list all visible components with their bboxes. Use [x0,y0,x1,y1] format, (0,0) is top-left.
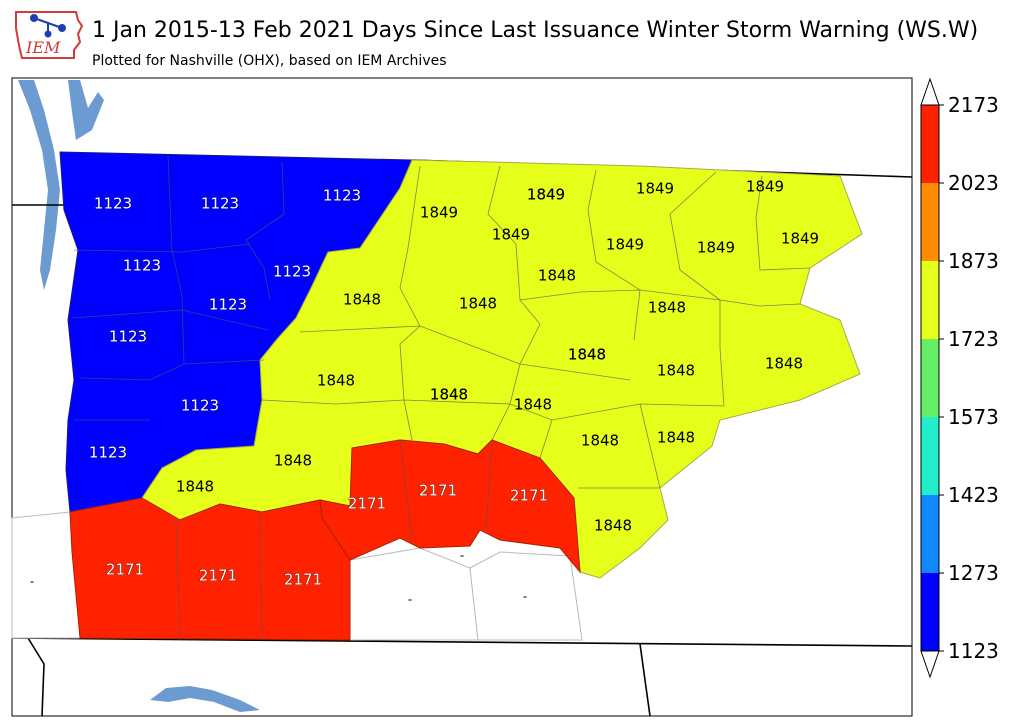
colorbar-bin [921,573,939,651]
county-value-label: 1849 [420,204,458,222]
county-value-label: 1849 [746,178,784,196]
county-value-label: 1123 [109,328,147,346]
county-value-label: 1849 [492,226,530,244]
colorbar-bin [921,339,939,417]
county-value-label: 1848 [568,346,606,364]
county-boundaries [71,155,811,641]
county-value-label: 1849 [527,186,565,204]
colorbar-tick-label: 1723 [948,327,999,351]
colorbar-bin [921,183,939,261]
county-value-label: 1848 [765,355,803,373]
colorbar-tick-label: 1273 [948,561,999,585]
county-value-label: 1848 [657,429,695,447]
county-value-label: 1848 [648,299,686,317]
county-value-label: 2171 [284,571,322,589]
colorbar-bin [921,105,939,183]
colorbar-tick-label: 1573 [948,405,999,429]
colorbar-tick-label: 1873 [948,249,999,273]
county-label-missing: - [408,593,412,607]
logo-text: IEM [25,38,61,57]
county-value-label: 2171 [419,482,457,500]
county-value-label: 1123 [273,263,311,281]
county-value-label: 1848 [657,362,695,380]
colorbar-bin [921,417,939,495]
county-value-label: 1848 [430,386,468,404]
neighbor-area [11,511,583,641]
county-value-label: 1123 [94,195,132,213]
county-value-label: 2171 [199,567,237,585]
county-value-label: 2171 [348,495,386,513]
river-features [18,80,260,712]
county-value-label: 1848 [317,372,355,390]
colorbar-bin [921,495,939,573]
county-label-missing: - [523,590,527,604]
county-value-label: 1849 [781,230,819,248]
region-red-west [69,497,351,641]
county-value-label: 1849 [527,186,565,204]
county-value-label: 1848 [581,432,619,450]
colorbar-top-extension [920,77,940,106]
county-value-label: 1848 [343,291,381,309]
county-value-label: 1123 [323,187,361,205]
colorbar-tick-label: 1423 [948,483,999,507]
river-west [18,80,60,290]
county-value-label: 1848 [176,478,214,496]
colorbar-tick-label: 1123 [948,639,999,663]
county-value-label: 1848 [514,396,552,414]
map-subtitle: Plotted for Nashville (OHX), based on IE… [92,53,447,69]
county-value-label: 1123 [89,444,127,462]
county-label-missing: - [30,575,34,589]
county-value-label: 2171 [106,561,144,579]
county-value-label: 1848 [538,267,576,285]
map-title: 1 Jan 2015-13 Feb 2021 Days Since Last I… [92,18,979,43]
county-value-label: 1848 [568,346,606,364]
county-value-label: 1849 [697,239,735,257]
county-value-label: 1123 [209,296,247,314]
river-west-branch [68,80,104,140]
county-value-label: 1123 [201,195,239,213]
colorbar-bin [921,261,939,339]
weather-station-icon [30,14,66,38]
county-label-missing: - [460,549,464,563]
colorbar [920,77,944,679]
county-value-label: 1123 [181,397,219,415]
colorbar-tick-label: 2023 [948,171,999,195]
county-value-label: 1848 [594,517,632,535]
river-south [150,686,260,712]
county-value-label: 1848 [274,452,312,470]
colorbar-tick-label: 2173 [948,93,999,117]
iem-logo: IEM [15,11,84,59]
county-value-label: 1849 [636,180,674,198]
county-value-label: 1123 [109,328,147,346]
colorbar-bottom-extension [920,650,940,679]
county-value-label: 1123 [123,257,161,275]
county-value-label: 1849 [606,236,644,254]
county-value-label: 1848 [430,386,468,404]
county-value-label: 2171 [510,487,548,505]
county-value-label: 1848 [459,295,497,313]
